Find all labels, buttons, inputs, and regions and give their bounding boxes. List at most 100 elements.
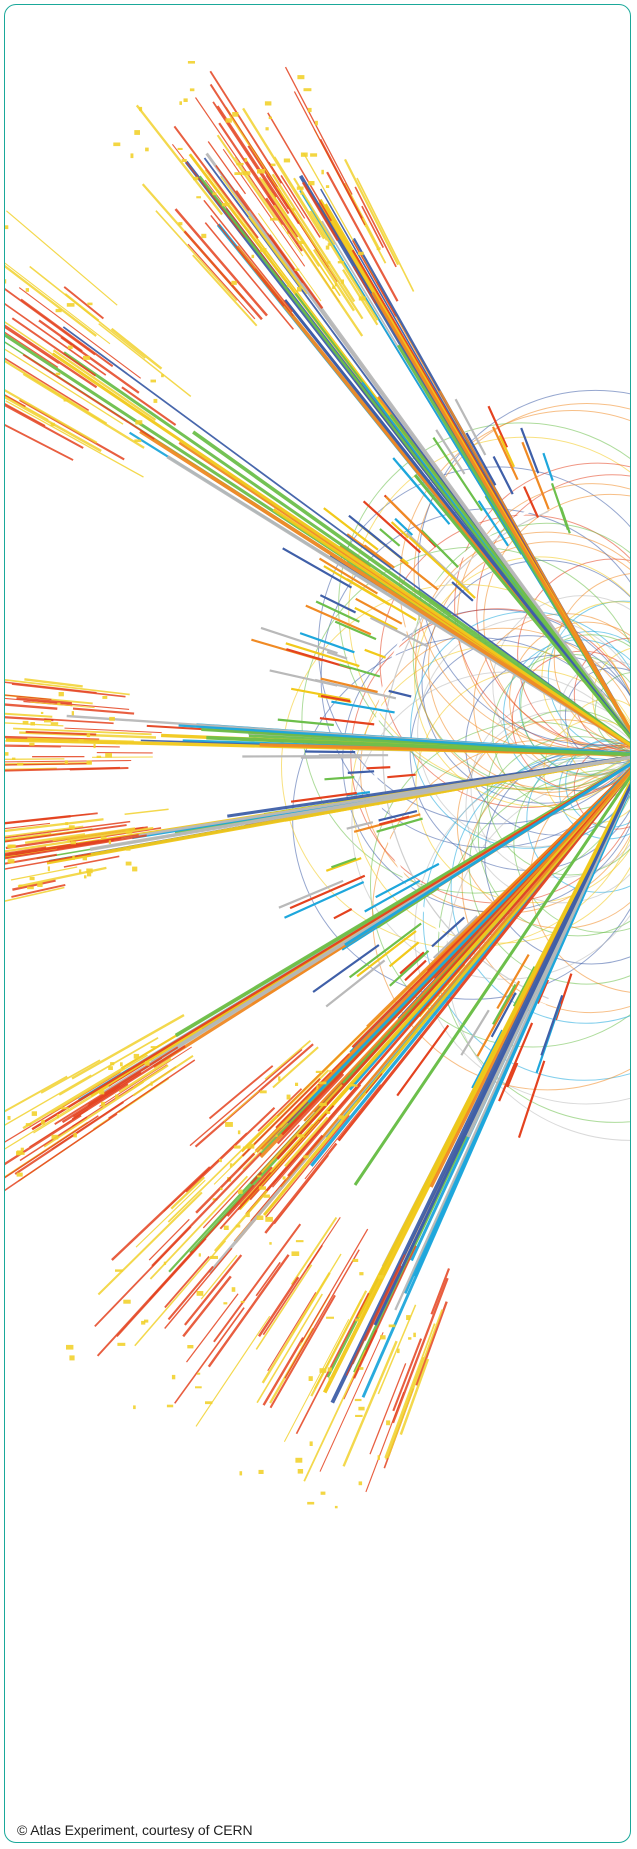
shower-fragment <box>182 1275 232 1338</box>
shower-fragment <box>264 1142 338 1234</box>
energy-deposit <box>201 233 207 239</box>
energy-deposit <box>181 159 187 162</box>
shower-fragment <box>343 182 380 248</box>
shower-fragment <box>5 712 53 718</box>
energy-deposit <box>72 855 75 860</box>
calorimeter-hit <box>320 677 378 694</box>
shower-fragment <box>242 107 326 240</box>
shower-fragment <box>399 1358 430 1436</box>
shower-fragment <box>11 317 97 377</box>
energy-deposit <box>133 1053 140 1059</box>
particle-track <box>394 785 630 1311</box>
shower-fragment <box>64 293 100 322</box>
calorimeter-hit <box>346 578 417 621</box>
particle-track <box>279 771 630 1188</box>
calorimeter-hit <box>476 980 521 1057</box>
energy-deposit <box>25 288 29 292</box>
shower-fragment <box>271 193 341 297</box>
shower-fragment <box>304 1084 382 1180</box>
shower-fragment <box>111 1166 211 1261</box>
shower-fragment <box>208 1065 274 1120</box>
calorimeter-hit <box>364 648 386 659</box>
energy-deposit <box>338 1115 345 1120</box>
energy-deposit <box>326 1316 334 1319</box>
particle-track <box>31 762 630 1131</box>
calorimeter-hit <box>333 908 353 920</box>
shower-fragment <box>274 156 328 241</box>
curling-track <box>412 522 630 791</box>
calorimeter-hit <box>299 632 355 654</box>
shower-fragment <box>195 1315 271 1427</box>
energy-deposit <box>376 247 381 251</box>
shower-fragment <box>234 156 304 257</box>
energy-deposit <box>242 1146 250 1149</box>
shower-fragment <box>5 404 84 449</box>
energy-deposit <box>161 374 164 378</box>
shower-fragment <box>121 386 177 426</box>
long-track <box>373 783 630 1326</box>
energy-deposit <box>79 869 82 874</box>
shower-fragment <box>5 759 132 763</box>
energy-deposit <box>359 1367 364 1370</box>
shower-fragment <box>255 1264 313 1350</box>
shower-fragment <box>207 141 247 195</box>
calorimeter-hit <box>282 547 353 589</box>
energy-deposit <box>354 1084 358 1087</box>
energy-deposit <box>179 101 182 105</box>
shower-fragment <box>272 1126 324 1185</box>
calorimeter-hit <box>520 427 540 474</box>
figure-frame: © Atlas Experiment, courtesy of CERN <box>4 4 631 1843</box>
energy-deposit <box>139 106 143 112</box>
shower-fragment <box>257 1088 303 1132</box>
energy-deposit <box>108 840 111 844</box>
shower-fragment <box>174 1307 245 1404</box>
energy-deposit <box>196 196 201 199</box>
energy-deposit <box>295 1240 304 1243</box>
shower-fragment <box>200 1254 238 1300</box>
energy-deposit <box>225 1122 233 1127</box>
energy-deposit <box>183 98 188 102</box>
shower-fragment <box>345 1254 406 1376</box>
particle-track <box>178 724 630 756</box>
energy-deposit <box>303 1155 309 1159</box>
energy-deposit <box>295 1082 299 1086</box>
shower-fragment <box>5 744 120 748</box>
calorimeter-hit <box>454 398 487 456</box>
shower-fragment <box>5 822 51 830</box>
calorimeter-hit <box>325 857 362 872</box>
shower-fragment <box>5 394 26 408</box>
shower-fragment <box>195 97 283 226</box>
calorimeter-hit <box>492 456 514 495</box>
shower-fragment <box>292 1290 319 1334</box>
shower-fragment <box>309 210 379 321</box>
calorimeter-hit <box>379 528 401 547</box>
energy-deposit <box>234 172 243 175</box>
energy-deposit <box>56 1114 59 1119</box>
calorimeter-hit <box>521 441 550 510</box>
energy-deposit <box>259 1090 267 1094</box>
shower-fragment <box>5 287 96 356</box>
shower-fragment <box>88 1057 163 1105</box>
calorimeter-hit <box>260 626 338 655</box>
energy-deposit <box>16 1151 21 1156</box>
energy-deposit <box>278 1076 281 1081</box>
shower-fragment <box>273 204 364 337</box>
shower-fragment <box>5 262 111 345</box>
shower-fragment <box>63 286 105 320</box>
particle-track <box>139 429 630 748</box>
shower-fragment <box>5 423 74 461</box>
energy-deposit <box>268 116 272 120</box>
calorimeter-hit <box>278 879 344 909</box>
shower-fragment <box>352 266 377 304</box>
energy-deposit <box>57 702 61 706</box>
shower-fragment <box>356 177 415 292</box>
shower-fragment <box>22 1066 126 1130</box>
calorimeter-hit <box>315 600 360 623</box>
calorimeter-hit <box>540 994 564 1056</box>
energy-deposit <box>341 279 344 284</box>
shower-fragment <box>219 1171 272 1230</box>
shower-fragment <box>265 175 289 210</box>
energy-deposit <box>50 422 55 427</box>
calorimeter-hit <box>542 452 554 481</box>
energy-deposit <box>22 720 29 725</box>
